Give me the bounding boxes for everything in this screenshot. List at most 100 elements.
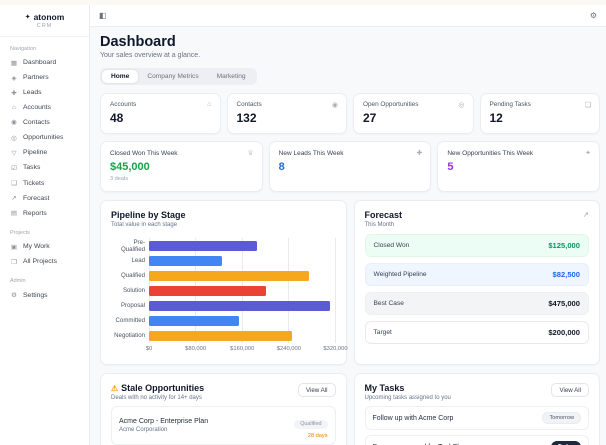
sidebar-item-leads[interactable]: ✚ Leads (0, 85, 89, 100)
sidebar-item-tickets[interactable]: ❏ Tickets (0, 176, 89, 191)
building-icon: ⌂ (207, 101, 212, 108)
forecast-label: Weighted Pipeline (373, 271, 427, 278)
chart-x-axis: $0 $80,000 $160,000 $240,000 $320,000 (145, 346, 348, 355)
sidebar-item-label: Reports (23, 209, 47, 217)
trending-up-icon: ↗ (582, 210, 589, 219)
nav-section-admin: Admin (10, 278, 26, 285)
sidebar-item-contacts[interactable]: ◉ Contacts (0, 115, 89, 130)
forecast-label: Target (373, 329, 392, 336)
x-tick: $240,000 (276, 346, 301, 352)
opportunity-name: Acme Corp - Enterprise Plan (119, 417, 209, 425)
forecast-value: $200,000 (548, 328, 580, 337)
customize-icon[interactable]: ⚙ (589, 11, 597, 20)
stat-cards-row: Accounts 48 ⌂ Contacts 132 ◉ Open Opport… (100, 93, 600, 134)
tab-marketing[interactable]: Marketing (216, 73, 246, 80)
sidebar-item-pipeline[interactable]: ▽ Pipeline (0, 145, 89, 160)
sidebar: ✦ atonom CRM Navigation ▦ Dashboard ◈ Pa… (0, 5, 90, 445)
sidebar-item-my-work[interactable]: ▣ My Work (0, 239, 89, 254)
sidebar-item-label: All Projects (23, 258, 57, 266)
sidebar-item-all-projects[interactable]: ❐ All Projects (0, 254, 89, 269)
brand-subtitle: CRM (36, 23, 53, 29)
chart-category-label: Negotiation (114, 332, 145, 339)
sidebar-item-settings[interactable]: ⚙ Settings (0, 287, 89, 302)
task-item[interactable]: Follow up with Acme Corp Tomorrow (364, 406, 589, 430)
x-tick: $80,000 (185, 346, 207, 352)
x-tick: $320,000 (323, 346, 348, 352)
sidebar-item-opportunities[interactable]: ◎ Opportunities (0, 130, 89, 145)
sidebar-item-label: My Work (23, 243, 50, 251)
nav-section-navigation: Navigation (10, 46, 36, 52)
tasks-view-all-button[interactable]: View All (551, 383, 589, 397)
sidebar-item-reports[interactable]: ▤ Reports (0, 206, 89, 221)
sidebar-item-dashboard[interactable]: ▦ Dashboard (0, 55, 89, 70)
briefcase-icon: ▣ (10, 243, 18, 251)
stat-card-pending-tasks: Pending Tasks 12 ❏ (479, 93, 600, 134)
task-name: Prepare proposal for TechFlow (373, 444, 468, 445)
sidebar-item-label: Tasks (23, 164, 41, 172)
user-plus-icon: ✚ (416, 150, 423, 157)
leads-icon: ✚ (11, 89, 17, 97)
tickets-icon: ❏ (11, 180, 17, 188)
chart-bar (149, 330, 292, 341)
sidebar-item-partners[interactable]: ◈ Partners (0, 70, 89, 85)
users-icon: ◉ (331, 102, 338, 109)
forecast-row-target: Target $200,000 (364, 321, 589, 344)
page-title: Dashboard (100, 34, 176, 50)
week-value: $45,000 (110, 161, 150, 173)
stale-item[interactable]: Acme Corp - Enterprise Plan Acme Corpora… (111, 406, 336, 445)
reports-icon: ▤ (10, 210, 18, 218)
chart-bar (149, 270, 310, 281)
x-tick: $160,000 (230, 346, 255, 352)
x-tick: $0 (145, 346, 153, 352)
stale-opportunities-card: ⚠ Stale Opportunities Deals with no activ… (100, 373, 347, 445)
forecast-row-closed-won: Closed Won $125,000 (364, 234, 589, 257)
chart-category-label: Proposal (120, 302, 145, 309)
app-window: ✦ atonom CRM Navigation ▦ Dashboard ◈ Pa… (0, 5, 606, 445)
logo-icon: ✦ (24, 14, 31, 21)
accounts-icon: ⌂ (12, 104, 16, 112)
sidebar-item-tasks[interactable]: ☑ Tasks (0, 160, 89, 175)
my-tasks-card: My Tasks Upcoming tasks assigned to you … (353, 373, 600, 445)
days-stale: 28 days (307, 433, 328, 439)
stale-view-all-button[interactable]: View All (297, 383, 336, 397)
forecast-value: $82,500 (552, 270, 580, 279)
forecast-card: Forecast This Month ↗ Closed Won $125,00… (353, 200, 600, 365)
sidebar-item-label: Pipeline (23, 149, 48, 157)
nav-section-projects: Projects (10, 230, 30, 237)
chart-subtitle: Total value in each stage (111, 222, 178, 228)
stat-label: Accounts (110, 101, 137, 108)
tab-home[interactable]: Home (102, 70, 139, 83)
tab-company-metrics[interactable]: Company Metrics (147, 73, 199, 80)
chart-category-label: Qualified (120, 272, 145, 279)
stat-value: 48 (110, 111, 124, 125)
week-label: New Leads This Week (278, 150, 344, 157)
warning-icon: ⚠ (111, 384, 119, 393)
page-subtitle: Your sales overview at a glance. (100, 52, 201, 59)
week-value: 5 (447, 161, 454, 173)
chart-category-label: Lead (131, 257, 145, 264)
sidebar-item-accounts[interactable]: ⌂ Accounts (0, 101, 89, 115)
brand-logo: ✦ atonom CRM (0, 12, 89, 37)
stat-card-contacts: Contacts 132 ◉ (226, 93, 347, 134)
forecast-icon: ↗ (11, 195, 17, 203)
stat-label: Open Opportunities (363, 101, 419, 108)
dashboard-tabs: Home Company Metrics Marketing (100, 68, 257, 85)
stat-card-open-opportunities: Open Opportunities 27 ◎ (353, 93, 474, 134)
contacts-icon: ◉ (11, 119, 17, 127)
forecast-value: $475,000 (548, 299, 580, 308)
stat-label: Pending Tasks (489, 101, 531, 108)
middle-row: Pipeline by Stage Total value in each st… (100, 200, 600, 365)
task-item[interactable]: Prepare proposal for TechFlow Today (364, 435, 589, 445)
dashboard-content: Dashboard Your sales overview at a glanc… (90, 27, 606, 445)
sidebar-toggle-icon[interactable]: ◧ (99, 11, 107, 20)
sidebar-item-label: Contacts (23, 118, 50, 126)
chart-bar (149, 315, 240, 326)
chart-title: Pipeline by Stage (111, 210, 186, 220)
forecast-title: Forecast (364, 210, 403, 220)
week-label: New Opportunities This Week (447, 150, 534, 157)
tasks-title: My Tasks (364, 383, 405, 393)
sidebar-item-forecast[interactable]: ↗ Forecast (0, 191, 89, 206)
stat-label: Contacts (236, 101, 262, 108)
forecast-label: Closed Won (373, 242, 410, 249)
sidebar-item-label: Opportunities (23, 134, 64, 142)
